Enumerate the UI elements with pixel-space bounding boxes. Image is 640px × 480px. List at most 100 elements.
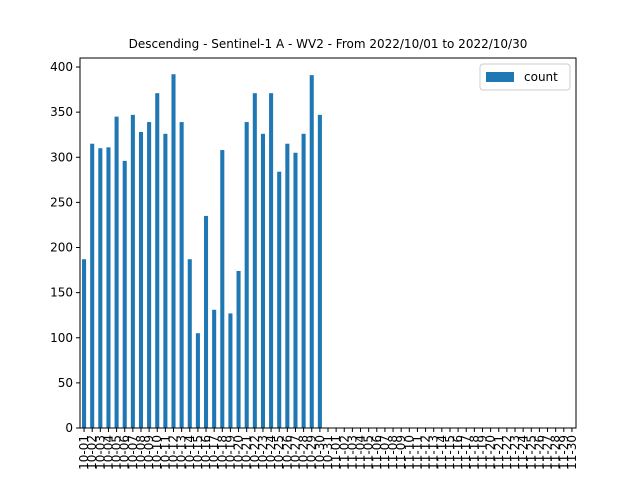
x-tick-label: 11-17	[459, 435, 473, 470]
bar-10-18	[220, 150, 225, 429]
x-axis: 10-0110-0210-0310-0410-0510-0610-0710-08…	[77, 428, 579, 470]
x-tick-label: 11-21	[492, 435, 506, 470]
x-tick-label: 10-31	[321, 435, 335, 470]
bar-10-27	[293, 152, 298, 428]
x-tick-label: 11-14	[435, 435, 449, 470]
y-tick-label: 50	[58, 376, 73, 390]
bar-10-19	[228, 313, 233, 428]
bar-10-17	[212, 309, 217, 428]
x-tick-label: 11-02	[337, 435, 351, 470]
chart-title: Descending - Sentinel-1 A - WV2 - From 2…	[129, 37, 528, 51]
x-tick-label: 10-16	[199, 435, 213, 470]
x-tick-label: 10-10	[150, 435, 164, 470]
x-tick-label: 10-22	[248, 435, 262, 470]
bar-10-16	[204, 215, 209, 428]
x-tick-label: 10-03	[93, 435, 107, 470]
x-tick-label: 10-25	[272, 435, 286, 470]
x-tick-label: 10-05	[110, 435, 124, 470]
y-tick-label: 400	[50, 60, 73, 74]
bar-10-22	[252, 93, 257, 428]
x-tick-label: 11-03	[345, 435, 359, 470]
x-tick-label: 10-01	[77, 435, 91, 470]
bar-10-06	[122, 160, 127, 428]
x-tick-label: 10-29	[305, 435, 319, 470]
y-tick-label: 0	[65, 421, 73, 435]
x-tick-label: 11-11	[410, 435, 424, 470]
x-tick-label: 11-07	[378, 435, 392, 470]
x-tick-label: 10-17	[207, 435, 221, 470]
bar-10-30	[317, 114, 322, 428]
bar-10-28	[301, 133, 306, 428]
x-tick-label: 11-28	[549, 435, 563, 470]
bar-10-07	[130, 114, 135, 428]
x-tick-label: 11-23	[508, 435, 522, 470]
x-tick-label: 10-26	[280, 435, 294, 470]
x-tick-label: 11-29	[557, 435, 571, 470]
y-axis: 0 50 100 150 200 250 300 350 400	[50, 60, 80, 435]
bar-10-09	[147, 122, 152, 428]
x-tick-label: 10-30	[313, 435, 327, 470]
x-tick-label: 11-24	[516, 435, 530, 470]
x-tick-label: 10-21	[240, 435, 254, 470]
x-tick-label: 11-16	[451, 435, 465, 470]
bar-10-21	[244, 122, 249, 428]
x-tick-label: 10-28	[297, 435, 311, 470]
x-tick-label: 10-23	[256, 435, 270, 470]
bar-10-26	[285, 143, 290, 429]
bar-10-13	[179, 122, 184, 428]
x-tick-label: 10-07	[126, 435, 140, 470]
x-tick-label: 11-13	[427, 435, 441, 470]
x-tick-label: 10-19	[223, 435, 237, 470]
legend-box	[479, 63, 571, 91]
x-tick-label: 10-15	[191, 435, 205, 470]
bar-10-10	[155, 93, 160, 428]
bar-10-15	[195, 333, 200, 428]
x-tick-label: 11-25	[524, 435, 538, 470]
x-tick-label: 11-15	[443, 435, 457, 470]
y-tick-label: 250	[50, 195, 73, 209]
x-tick-label: 10-09	[142, 435, 156, 470]
y-tick-label: 100	[50, 331, 73, 345]
x-tick-label: 11-18	[467, 435, 481, 470]
x-tick-label: 11-10	[402, 435, 416, 470]
x-tick-label: 10-08	[134, 435, 148, 470]
bar-10-23	[260, 133, 265, 428]
y-tick-label: 300	[50, 150, 73, 164]
x-tick-label: 11-08	[386, 435, 400, 470]
bar-10-03	[98, 148, 103, 428]
x-tick-label: 10-04	[101, 435, 115, 470]
x-tick-label: 11-19	[475, 435, 489, 470]
bar-10-11	[163, 133, 168, 428]
x-tick-label: 10-13	[175, 435, 189, 470]
y-tick-label: 350	[50, 105, 73, 119]
x-tick-label: 11-09	[394, 435, 408, 470]
bar-10-24	[269, 93, 274, 428]
x-tick-label: 11-26	[532, 435, 546, 470]
x-tick-label: 10-02	[85, 435, 99, 470]
x-tick-label: 11-30	[565, 435, 579, 470]
x-tick-label: 11-12	[419, 435, 433, 470]
x-tick-label: 11-06	[370, 435, 384, 470]
legend-swatch	[486, 72, 514, 82]
y-tick-label: 150	[50, 286, 73, 300]
bar-10-12	[171, 74, 176, 429]
legend-label: count	[524, 70, 558, 84]
legend: count	[479, 63, 571, 91]
bar-10-20	[236, 270, 241, 428]
plot-frame	[79, 57, 577, 429]
bar-10-25	[277, 171, 282, 428]
x-tick-label: 11-27	[541, 435, 555, 470]
x-tick-label: 11-01	[329, 435, 343, 470]
x-tick-label: 10-06	[118, 435, 132, 470]
x-tick-label: 10-20	[232, 435, 246, 470]
bar-10-04	[106, 147, 111, 428]
x-tick-label: 10-14	[183, 435, 197, 470]
x-tick-label: 10-27	[288, 435, 302, 470]
x-tick-label: 10-24	[264, 435, 278, 470]
bar-10-14	[187, 259, 192, 428]
x-tick-label: 11-04	[354, 435, 368, 470]
x-tick-label: 10-12	[167, 435, 181, 470]
bar-10-01	[82, 259, 87, 428]
x-tick-label: 11-05	[362, 435, 376, 470]
